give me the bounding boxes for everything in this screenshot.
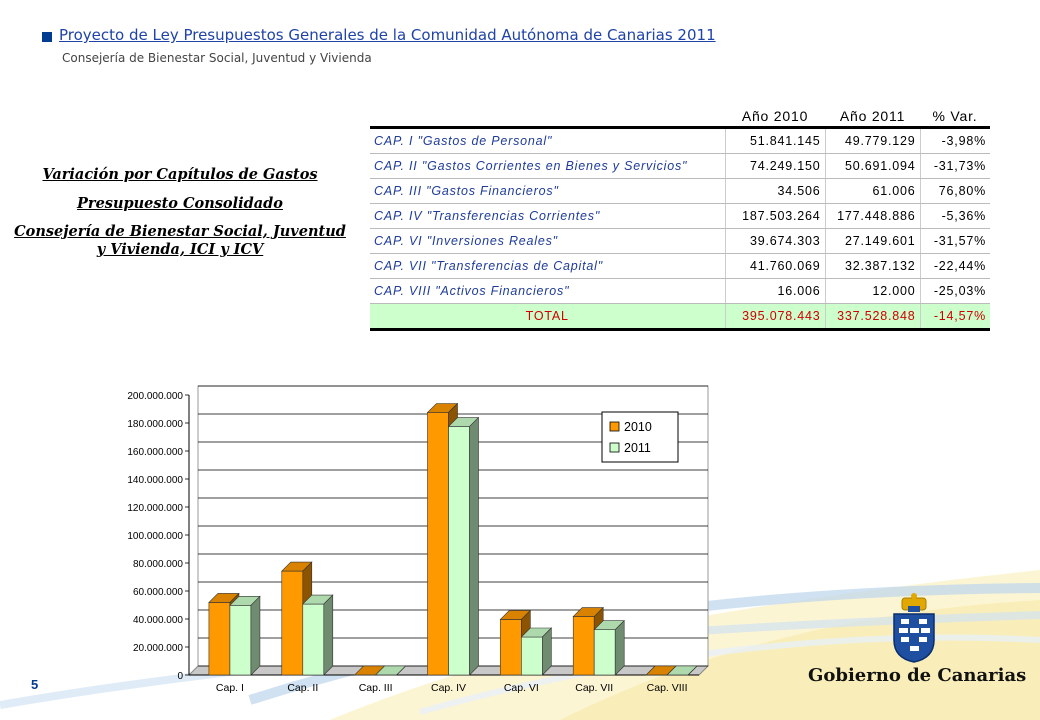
x-tick-label: Cap. III: [359, 682, 393, 694]
row-2010: 39.674.303: [724, 228, 825, 254]
x-tick-label: Cap. VII: [575, 682, 613, 694]
row-2010: 34.506: [724, 178, 825, 204]
table-row: CAP. VIII "Activos Financieros" 16.006 12.…: [370, 278, 990, 304]
header-title-link[interactable]: Proyecto de Ley Presupuestos Generales d…: [59, 26, 716, 44]
bar-side-2011: [323, 594, 334, 676]
x-tick-label: Cap. IV: [431, 682, 466, 694]
bar-2010-CapI: [208, 602, 231, 676]
x-tick-label: Cap. II: [287, 682, 318, 694]
gobierno-canarias-logo: Gobierno de Canarias: [800, 592, 1026, 692]
table-header-2011: Año 2011: [825, 106, 920, 129]
total-2011: 337.528.848: [824, 303, 920, 331]
total-2010: 395.078.443: [724, 303, 825, 331]
row-2011: 61.006: [824, 178, 920, 204]
y-tick-label: 80.000.000: [133, 559, 183, 570]
table-header-2010: Año 2010: [725, 106, 825, 129]
table-header-row: Año 2010 Año 2011 % Var.: [370, 106, 990, 129]
page-number: 5: [31, 677, 39, 692]
bar-2010-CapII: [281, 570, 304, 676]
table-row: CAP. II "Gastos Corrientes en Bienes y S…: [370, 153, 990, 179]
y-tick-label: 40.000.000: [133, 615, 183, 626]
x-tick-label: Cap. I: [216, 682, 244, 694]
y-tick-label: 160.000.000: [127, 447, 183, 458]
x-tick-label: Cap. VIII: [647, 682, 688, 694]
side-title-line3: Consejería de Bienestar Social, Juventud…: [14, 223, 346, 258]
table-row: CAP. VI "Inversiones Reales" 39.674.303 27…: [370, 228, 990, 254]
row-2010: 41.760.069: [724, 253, 825, 279]
row-var: 76,80%: [919, 178, 990, 204]
bar-2010-CapVI: [500, 619, 522, 676]
row-name: CAP. I "Gastos de Personal": [370, 127, 725, 154]
bar-2010-CapVII: [572, 616, 595, 676]
y-tick-label: 60.000.000: [133, 587, 183, 598]
y-tick-label: 180.000.000: [127, 419, 183, 430]
bar-side-2011: [614, 619, 625, 676]
row-name: CAP. VIII "Activos Financieros": [370, 278, 725, 304]
row-2010: 51.841.145: [724, 127, 825, 154]
row-2011: 177.448.886: [824, 203, 920, 229]
y-tick-label: 140.000.000: [127, 475, 183, 486]
side-title-line1: Variación por Capítulos de Gastos: [42, 166, 318, 183]
row-name: CAP. IV "Transferencias Corrientes": [370, 203, 725, 229]
y-tick-label: 20.000.000: [133, 643, 183, 654]
row-2011: 27.149.601: [824, 228, 920, 254]
total-name: TOTAL: [370, 303, 725, 331]
row-2011: 50.691.094: [824, 153, 920, 179]
row-var: -31,73%: [919, 153, 990, 179]
x-tick-label: Cap. VI: [504, 682, 539, 694]
y-tick-label: 100.000.000: [127, 531, 183, 542]
row-2010: 16.006: [724, 278, 825, 304]
bar-side-2011: [396, 665, 406, 676]
table-row: CAP. IV "Transferencias Corrientes" 187.5…: [370, 203, 990, 229]
legend-swatch-2011: [609, 442, 620, 453]
bar-2010-CapIV: [427, 412, 449, 676]
legend: [601, 411, 679, 463]
y-tick-label: 200.000.000: [127, 391, 183, 402]
row-2011: 12.000: [824, 278, 920, 304]
row-name: CAP. II "Gastos Corrientes en Bienes y S…: [370, 153, 725, 179]
bar-2011-CapVII: [593, 629, 616, 676]
bar-2011-CapI: [229, 605, 252, 676]
coat-of-arms-icon: [893, 593, 935, 663]
side-title: Variación por Capítulos de Gastos Presup…: [10, 166, 350, 259]
y-tick-label: 0: [177, 671, 183, 682]
bar-2011-CapII: [302, 603, 325, 676]
y-tick-label: 120.000.000: [127, 503, 183, 514]
row-name: CAP. III "Gastos Financieros": [370, 178, 725, 204]
legend-label-2010: 2010: [624, 420, 652, 434]
row-var: -31,57%: [919, 228, 990, 254]
row-2010: 187.503.264: [724, 203, 825, 229]
table-header-concept: [370, 106, 725, 129]
row-name: CAP. VI "Inversiones Reales": [370, 228, 725, 254]
bar-side-2011: [687, 665, 698, 676]
row-var: -22,44%: [919, 253, 990, 279]
bar-2011-CapIV: [448, 426, 470, 676]
row-name: CAP. VII "Transferencias de Capital": [370, 253, 725, 279]
table-header-var: % Var.: [920, 106, 990, 129]
table-total-row: TOTAL 395.078.443 337.528.848 -14,57%: [370, 303, 990, 331]
row-2010: 74.249.150: [724, 153, 825, 179]
bullet-icon: [42, 32, 52, 42]
bar-chart: 0 20.000.000 40.000.000 60.000.000 80.000.00…: [127, 385, 710, 694]
bar-2011-CapVI: [521, 636, 543, 676]
row-var: -25,03%: [919, 278, 990, 304]
total-var: -14,57%: [919, 303, 990, 331]
bar-side-2011: [542, 627, 552, 676]
legend-swatch-2010: [609, 421, 620, 432]
row-2011: 32.387.132: [824, 253, 920, 279]
bar-side-2011: [469, 416, 479, 676]
table-row: CAP. VII "Transferencias de Capital" 41.7…: [370, 253, 990, 279]
table-row: CAP. III "Gastos Financieros" 34.506 61.00…: [370, 178, 990, 204]
side-title-line2: Presupuesto Consolidado: [77, 195, 283, 212]
bar-side-2011: [250, 595, 261, 676]
budget-table: Año 2010 Año 2011 % Var. CAP. I "Gastos …: [370, 106, 990, 331]
row-var: -5,36%: [919, 203, 990, 229]
row-var: -3,98%: [919, 127, 990, 154]
logo-text: Gobierno de Canarias: [808, 665, 1027, 686]
row-2011: 49.779.129: [824, 127, 920, 154]
legend-label-2011: 2011: [624, 441, 651, 455]
header-subtitle: Consejería de Bienestar Social, Juventud…: [62, 51, 372, 65]
table-row: CAP. I "Gastos de Personal" 51.841.145 49.…: [370, 127, 990, 154]
